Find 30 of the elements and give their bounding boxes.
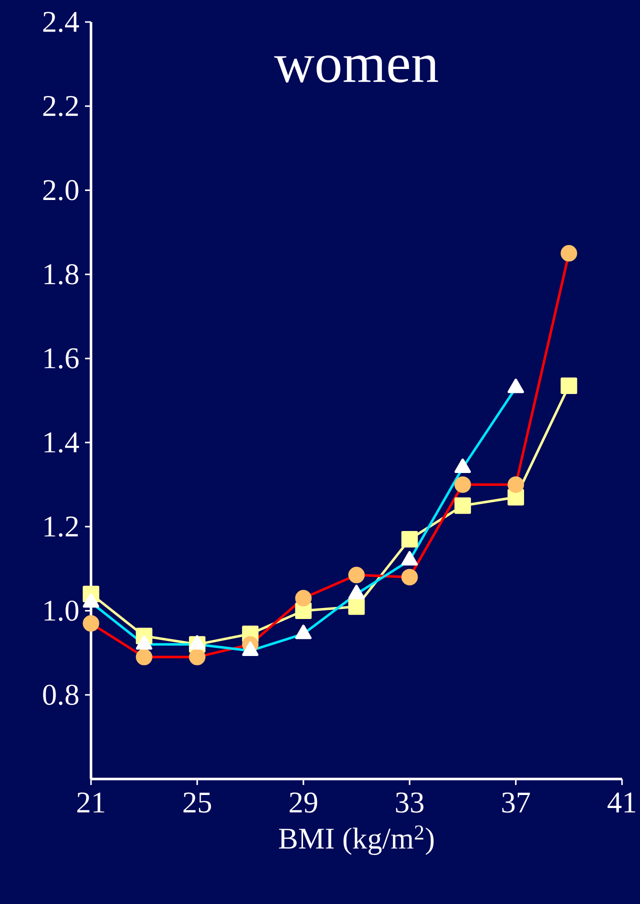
chart-title: women [274,56,438,82]
point [401,568,418,586]
point [294,590,312,606]
y-tick-label: 1.2 [44,516,78,537]
point [507,476,524,493]
point [454,476,471,493]
point [401,531,418,548]
x-tick-label: 29 [290,792,318,813]
point [560,378,577,394]
y-tick-label: 1.8 [44,264,78,285]
y-tick-label: 1.0 [44,600,78,621]
point [560,245,577,262]
y-tick-label: 1.4 [44,432,79,453]
x-tick-label: 21 [77,792,104,812]
y-tick-label: 2.2 [43,96,78,116]
point [136,648,152,666]
point [82,615,100,632]
point [348,598,365,615]
y-tick-label: 2.4 [43,12,79,32]
y-tick-label: 2.0 [43,180,78,200]
x-tick-label: 37 [502,792,530,813]
point [348,566,365,584]
point [188,648,206,666]
x-axis-title: BMI (kg/m$^{2}$) [278,826,434,855]
point [454,497,471,514]
y-tick-label: 0.8 [42,684,78,706]
x-tick-label: 25 [183,792,211,813]
x-tick-label: 33 [396,792,424,813]
y-tick-label: 1.6 [44,348,78,369]
x-tick-label: 41 [607,792,636,812]
